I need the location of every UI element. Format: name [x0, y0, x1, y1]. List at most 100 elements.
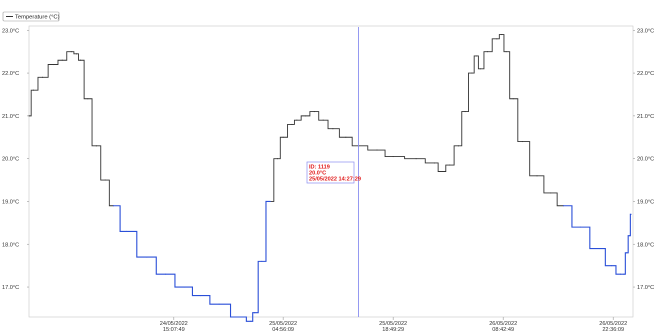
series-segment	[434, 162, 442, 172]
series-segment	[496, 34, 502, 40]
series-segment	[550, 192, 564, 207]
x-tick-date: 24/05/2022	[160, 321, 188, 327]
data-point	[296, 119, 298, 121]
data-point	[291, 123, 293, 125]
data-point	[392, 155, 394, 158]
data-point	[104, 179, 106, 181]
data-point	[79, 59, 82, 61]
series-segment	[513, 98, 523, 142]
series-segment	[261, 200, 271, 262]
series-segment	[291, 119, 297, 125]
data-point	[87, 98, 89, 100]
data-point	[345, 136, 347, 138]
data-point	[165, 273, 167, 275]
tooltip-box	[306, 161, 355, 184]
x-tick-date: 25/05/2022	[269, 321, 297, 327]
data-point	[376, 149, 378, 151]
series-segment	[563, 205, 581, 228]
series-segment	[624, 252, 627, 275]
series-segment	[241, 316, 251, 322]
series-segment	[42, 64, 54, 78]
series-segment	[629, 213, 632, 237]
series-segment	[254, 260, 262, 314]
series-segment	[480, 51, 488, 70]
series-segment	[323, 119, 333, 130]
y-tick-label-left: 19.0°C	[2, 199, 19, 205]
data-point	[620, 273, 622, 275]
legend-box	[2, 11, 60, 22]
series-segment	[29, 89, 34, 117]
series-segment	[283, 123, 292, 138]
data-point	[479, 68, 481, 70]
series-segment	[62, 51, 72, 61]
series-segment	[305, 111, 315, 117]
y-tick-label-left: 21.0°C	[2, 114, 19, 120]
x-axis: 24/05/202215:07:4925/05/202204:56:0925/0…	[160, 317, 627, 333]
series-segment	[501, 34, 507, 53]
data-point	[75, 53, 78, 55]
y-tick-label-right: 17.0°C	[637, 285, 654, 291]
series-segment	[165, 273, 185, 288]
data-point	[486, 51, 489, 53]
series-segment	[611, 265, 621, 275]
series-segment	[465, 72, 472, 113]
data-point	[183, 286, 185, 288]
data-point	[200, 295, 202, 297]
data-point	[70, 51, 72, 53]
x-tick-time: 08:42:49	[492, 327, 514, 333]
data-point	[32, 89, 34, 91]
x-tick-time: 22:36:09	[602, 327, 624, 333]
data-point	[550, 192, 552, 194]
data-point	[332, 128, 334, 130]
series-segment	[113, 205, 127, 232]
legend[interactable]: Temperature (°C)	[2, 11, 60, 22]
series-segment	[506, 51, 514, 100]
data-point	[629, 235, 631, 237]
data-point	[254, 312, 256, 314]
y-tick-label-left: 17.0°C	[2, 285, 19, 291]
series-segment	[296, 115, 306, 121]
data-point	[112, 205, 115, 207]
y-tick-label-right: 21.0°C	[637, 114, 654, 120]
y-tick-label-left: 18.0°C	[2, 242, 19, 248]
y-tick-label-right: 23.0°C	[637, 28, 654, 34]
data-point	[276, 158, 279, 160]
data-point	[261, 260, 263, 262]
x-tick-time: 04:56:09	[272, 327, 294, 333]
data-point	[433, 162, 435, 164]
data-point	[250, 320, 252, 322]
cursor-tooltip: ID: 1119 20.0°C 25/05/2022 14:27:29	[306, 161, 361, 184]
series-segment	[270, 158, 278, 202]
series-segment	[105, 179, 114, 207]
series-segment	[200, 295, 220, 305]
data-point	[146, 256, 148, 258]
data-point	[610, 265, 612, 267]
series-segment	[345, 136, 359, 147]
series-segment	[580, 226, 600, 250]
data-point	[471, 72, 473, 74]
data-point	[282, 136, 284, 138]
plot-area	[28, 25, 634, 318]
data-point	[126, 230, 128, 232]
series-segment	[626, 235, 630, 254]
y-tick-label-right: 22.0°C	[637, 71, 654, 77]
data-point	[464, 111, 466, 113]
series-segment	[126, 230, 147, 258]
series-segment	[87, 98, 97, 147]
data-point	[28, 115, 30, 117]
data-point	[598, 247, 600, 250]
tooltip-value: 20.0°C	[309, 171, 326, 177]
y-tick-label-left: 20.0°C	[2, 157, 19, 163]
y-tick-label-right: 20.0°C	[637, 157, 654, 163]
data-point	[521, 140, 523, 143]
series-segment	[146, 256, 166, 275]
tooltip-timestamp: 25/05/2022 14:27:29	[309, 177, 361, 183]
data-point	[61, 59, 63, 61]
x-tick-time: 18:49:29	[382, 327, 404, 333]
y-axis-right: 17.0°C 18.0°C 19.0°C 20.0°C 21.0°C 22.0°C 23.0…	[633, 28, 654, 291]
series-segment	[522, 141, 538, 177]
data-point	[415, 158, 417, 160]
series-segment	[80, 59, 88, 100]
data-point	[505, 51, 507, 53]
